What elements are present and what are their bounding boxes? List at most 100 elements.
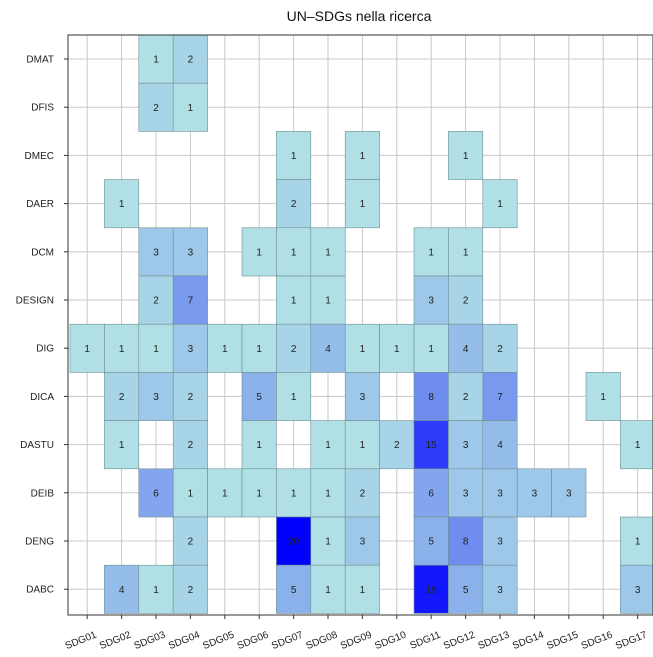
heatmap-cell: [104, 372, 140, 421]
cell-value-label: 3: [532, 488, 538, 499]
cell-value-label: 1: [291, 296, 297, 307]
cell-value-label: 4: [325, 344, 331, 355]
cell-value-label: 8: [428, 392, 434, 403]
cell-value-label: 1: [222, 344, 228, 355]
cell-value-label: 3: [188, 247, 194, 258]
x-tick-label: SDG04: [167, 629, 202, 652]
heatmap-cell: [138, 372, 174, 421]
cell-value-label: 3: [463, 440, 469, 451]
heatmap-cell: [482, 564, 518, 614]
heatmap-cell: [276, 564, 312, 614]
heatmap-cell: [172, 34, 208, 84]
cell-value-label: 1: [463, 151, 469, 162]
cell-value-label: 1: [325, 247, 331, 258]
x-tick-label: SDG11: [408, 629, 442, 651]
heatmap-cell: [276, 372, 312, 421]
cell-value-label: 1: [119, 440, 125, 451]
cell-value-label: 1: [153, 585, 159, 596]
cell-value-label: 1: [497, 199, 503, 210]
cell-value-label: 1: [119, 344, 125, 355]
cell-value-label: 1: [256, 344, 262, 355]
cell-value-label: 3: [635, 585, 641, 596]
heatmap-cell: [482, 372, 518, 421]
cell-value-label: 4: [463, 344, 469, 355]
cell-value-label: 2: [188, 537, 194, 548]
cell-value-label: 1: [394, 344, 400, 355]
heatmap-cell: [344, 179, 380, 229]
cell-value-label: 3: [153, 247, 159, 258]
heatmap-cell: [344, 468, 380, 518]
heatmap-cell: [138, 82, 174, 132]
heatmap-cell: [344, 564, 380, 614]
heatmap-cell: [172, 372, 208, 421]
cell-value-label: 1: [428, 344, 434, 355]
x-tick-label: SDG05: [201, 629, 236, 652]
heatmap-cell: [104, 179, 140, 229]
cell-value-label: 3: [360, 537, 366, 548]
heatmap-cell: [241, 372, 277, 421]
heatmap-cell: [620, 516, 653, 566]
plot-frame: [67, 34, 653, 616]
heatmap-cell: [276, 179, 312, 229]
cell-value-label: 2: [153, 296, 159, 307]
cell-value-label: 6: [428, 488, 434, 499]
cell-value-label: 2: [360, 488, 366, 499]
cell-value-label: 7: [188, 296, 194, 307]
cell-value-label: 1: [153, 344, 159, 355]
cell-value-label: 1: [325, 488, 331, 499]
heatmap-cell: [172, 227, 208, 277]
heatmap-cell: [482, 516, 518, 566]
cell-value-label: 5: [256, 392, 262, 403]
cell-value-label: 1: [256, 488, 262, 499]
cell-value-label: 2: [188, 585, 194, 596]
x-tick-label: SDG14: [511, 629, 546, 652]
cell-value-label: 3: [497, 488, 503, 499]
y-tick-label: DFIS: [31, 103, 54, 114]
heatmap-cell: [172, 82, 208, 132]
cell-value-label: 1: [360, 199, 366, 210]
cell-value-label: 5: [291, 585, 297, 596]
heatmap-cell: [413, 468, 449, 518]
cell-value-label: 1: [325, 296, 331, 307]
cell-value-label: 2: [188, 55, 194, 66]
heatmap-cell: [585, 372, 621, 421]
x-tick-label: SDG01: [64, 629, 99, 652]
heatmap-cell: [413, 275, 449, 325]
cell-value-label: 15: [426, 440, 438, 451]
cell-value-label: 3: [188, 344, 194, 355]
heatmap-cell: [344, 131, 380, 180]
heatmap-cell: [310, 323, 346, 373]
heatmap-cell: [241, 468, 277, 518]
heatmap-cell: [620, 564, 653, 614]
heatmap-cell: [448, 468, 484, 518]
cell-value-label: 1: [325, 440, 331, 451]
cell-value-label: 7: [497, 392, 503, 403]
x-tick-label: SDG16: [580, 629, 615, 652]
x-tick-label: SDG13: [477, 629, 512, 652]
cell-value-label: 1: [635, 537, 641, 548]
heatmap-cell: [620, 420, 653, 470]
cell-value-label: 1: [635, 440, 641, 451]
heatmap-cell: [241, 323, 277, 373]
heatmap-cell: [448, 372, 484, 421]
cell-value-label: 1: [600, 392, 606, 403]
y-tick-label: DAER: [26, 199, 54, 210]
y-tick-label: DCM: [31, 247, 54, 258]
heatmap-cell: [138, 275, 174, 325]
heatmap-cell: [379, 420, 415, 470]
y-tick-label: DABC: [26, 585, 54, 596]
cell-value-label: 18: [426, 585, 438, 596]
heatmap-cell: [241, 227, 277, 277]
heatmap-cell: [138, 564, 174, 614]
heatmap-cell: [448, 227, 484, 277]
heatmap-cell: [413, 516, 449, 566]
cell-value-label: 2: [188, 392, 194, 403]
cell-value-label: 1: [428, 247, 434, 258]
cell-value-label: 1: [291, 392, 297, 403]
heatmap-cell: [310, 468, 346, 518]
cell-value-label: 20: [288, 537, 300, 548]
heatmap-cell: [276, 227, 312, 277]
cell-value-label: 3: [566, 488, 572, 499]
cell-value-label: 1: [360, 585, 366, 596]
heatmap-cell: [172, 420, 208, 470]
